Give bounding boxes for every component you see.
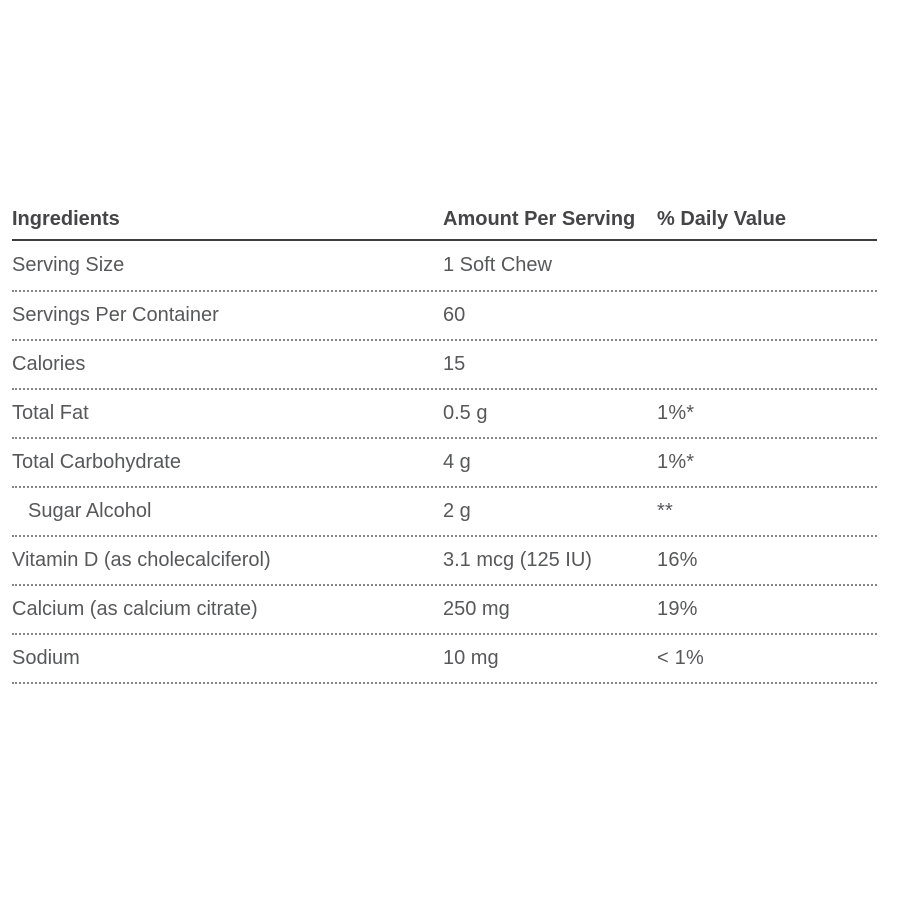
column-header-ingredients: Ingredients — [12, 207, 120, 230]
table-row-servings-per-container: Servings Per Container 60 — [12, 292, 877, 341]
amount-value: 3.1 mcg (125 IU) — [443, 549, 592, 571]
amount-value: 15 — [443, 353, 466, 375]
amount-value: 250 mg — [443, 598, 510, 620]
daily-value: ** — [657, 500, 673, 522]
column-header-amount-per-serving: Amount Per Serving — [443, 207, 636, 230]
table-row-total-fat: Total Fat 0.5 g 1%* — [12, 390, 877, 439]
table-row-total-carbohydrate: Total Carbohydrate 4 g 1%* — [12, 439, 877, 488]
daily-value: 16% — [657, 549, 698, 571]
table-row-vitamin-d: Vitamin D (as cholecalciferol) 3.1 mcg (… — [12, 537, 877, 586]
table-row-sodium: Sodium 10 mg < 1% — [12, 635, 877, 684]
ingredients-table: Ingredients Amount Per Serving % Daily V… — [12, 199, 877, 684]
table-row-calories: Calories 15 — [12, 341, 877, 390]
table-row-serving-size: Serving Size 1 Soft Chew — [12, 241, 877, 292]
daily-value: 1%* — [657, 451, 695, 473]
daily-value: 19% — [657, 598, 698, 620]
daily-value: 1%* — [657, 402, 695, 424]
ingredient-name: Sodium — [12, 647, 80, 669]
ingredient-name: Vitamin D (as cholecalciferol) — [12, 549, 271, 571]
amount-value: 4 g — [443, 451, 471, 473]
ingredient-name: Serving Size — [12, 254, 125, 276]
column-header-daily-value: % Daily Value — [657, 207, 786, 230]
table-row-sugar-alcohol: Sugar Alcohol 2 g ** — [12, 488, 877, 537]
ingredient-name: Total Carbohydrate — [12, 451, 181, 473]
amount-value: 1 Soft Chew — [443, 254, 552, 276]
ingredient-name: Calcium (as calcium citrate) — [12, 598, 258, 620]
ingredient-name: Total Fat — [12, 402, 89, 424]
ingredient-name: Sugar Alcohol — [28, 500, 152, 522]
ingredient-name: Calories — [12, 353, 86, 375]
amount-value: 0.5 g — [443, 402, 488, 424]
amount-value: 2 g — [443, 500, 471, 522]
table-header-row: Ingredients Amount Per Serving % Daily V… — [12, 199, 877, 241]
amount-value: 60 — [443, 304, 466, 326]
daily-value: < 1% — [657, 647, 704, 669]
ingredient-name: Servings Per Container — [12, 304, 219, 326]
table-row-calcium: Calcium (as calcium citrate) 250 mg 19% — [12, 586, 877, 635]
amount-value: 10 mg — [443, 647, 499, 669]
